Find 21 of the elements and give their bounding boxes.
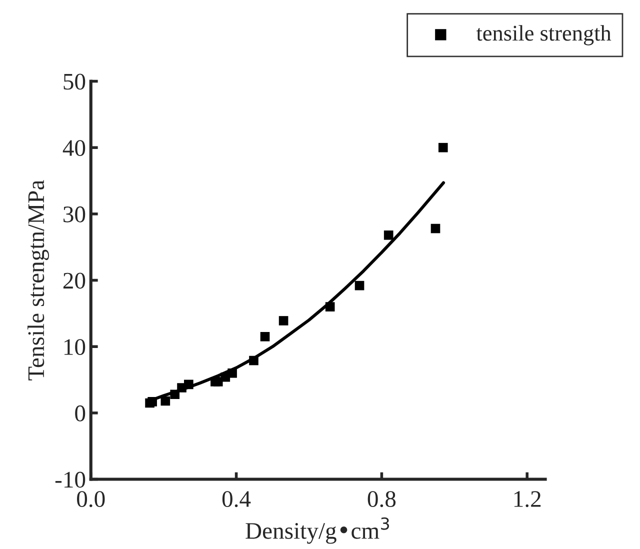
x-tick-label: 0.8 xyxy=(368,491,396,508)
point xyxy=(438,142,448,152)
point xyxy=(384,230,394,240)
point xyxy=(354,280,364,290)
y-tick-label: 20 xyxy=(63,272,86,289)
x-tick-label: 0.4 xyxy=(222,491,251,508)
legend-label: tensile strength xyxy=(476,25,612,46)
y-tick-label: 10 xyxy=(64,339,86,356)
x-tick-label: 1.2 xyxy=(514,491,541,508)
point xyxy=(278,316,288,326)
y-tick-label: 50 xyxy=(64,74,86,90)
y-tick-label: 0 xyxy=(75,405,86,422)
y-axis-title: Tensile strengtn/MPa xyxy=(28,180,49,380)
x-axis-title: Density/g•cm$^{3}$ xyxy=(246,517,390,544)
point xyxy=(260,332,270,342)
y-tick-label: 40 xyxy=(62,140,86,156)
text: 0.0 xyxy=(77,491,105,508)
point xyxy=(160,396,170,406)
y-tick-label: 30 xyxy=(64,206,86,222)
y-tick-label: -10 xyxy=(55,472,86,488)
point xyxy=(430,224,440,234)
